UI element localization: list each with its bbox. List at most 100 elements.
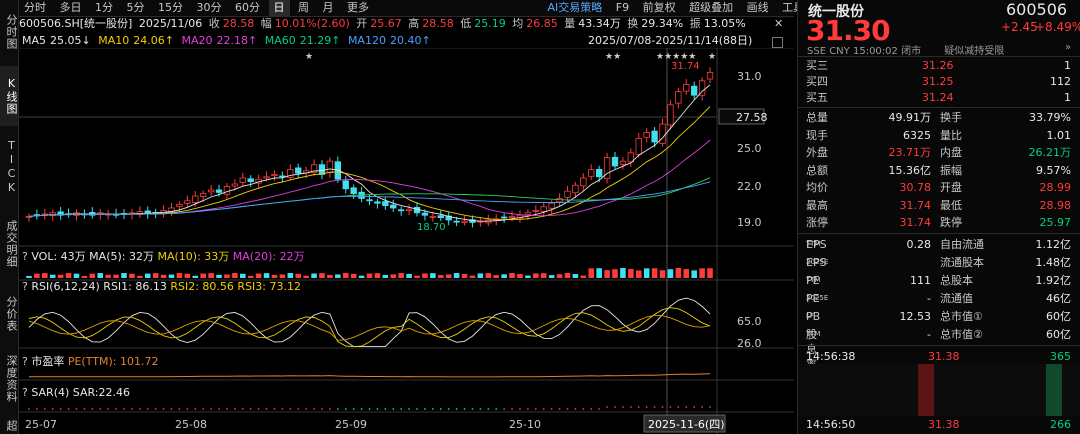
period-1min[interactable]: 1分 [95,1,113,14]
candle-body [215,189,223,193]
period-5min[interactable]: 5分 [126,1,145,14]
volume-bar [105,274,111,278]
volume-bar [651,268,658,278]
sar-dot [226,408,228,410]
ai-strategy-button[interactable]: AI交易策略 [547,1,603,14]
candle-body [461,220,468,223]
restriction-note: 疑似减持受限 [944,46,1005,57]
tab-super[interactable]: 超 [5,420,18,432]
tab-intraday[interactable]: 分时图 [5,14,18,50]
help-icon[interactable]: ? [22,250,32,263]
candle-body [231,183,239,187]
help-icon[interactable]: ? [22,386,32,399]
draw-line-button[interactable]: 画线 [746,1,769,14]
sar-dot [471,408,474,410]
candle-body [532,209,539,212]
period-15min[interactable]: 15分 [158,1,183,14]
sar-dot [138,408,141,410]
volume-bar [287,273,294,278]
vol-ma5: MA(5): 32万 [89,250,154,263]
tab-trade-details[interactable]: 成交明细 [5,220,18,268]
volume-bar [311,273,317,278]
volume-bar [176,273,183,278]
sar-label: SAR(4) [31,386,70,399]
volume-bar [184,273,191,278]
sar-dot [123,408,125,410]
settings-icon[interactable] [772,35,787,49]
sar-dot [131,408,133,410]
period-more[interactable]: 更多 [347,1,369,14]
period-30min[interactable]: 30分 [196,1,222,14]
candle-body [318,164,326,175]
tab-price-table[interactable]: 分价表 [5,296,18,332]
sar-dot [83,408,86,410]
sar-dot [384,408,387,410]
candle-body [382,201,389,206]
sar-dot [67,408,70,410]
candle-body [691,85,698,96]
kline-chart[interactable]: ★ ★★ ★★★★★ ★ 31.0 25.0 22.0 19.0 27.58 3… [19,48,794,434]
period-60min[interactable]: 60分 [235,1,260,14]
restore-button[interactable]: 前复权 [642,1,676,14]
volume-bar [34,273,40,278]
stat-row: 总额 15.36亿 振幅 9.57% [806,163,1071,177]
volume-bar [144,273,151,278]
sar-legend: ? SAR(4) SAR:22.46 [22,386,130,400]
fundamental-row: EPS TTM 0.28 自由流通 1.12亿 [806,238,1071,251]
close-info-icon[interactable]: ✕ [774,17,784,30]
x-tick-label: 25-09 [335,418,367,431]
sar-dot [289,408,292,410]
volume-bar [564,273,571,278]
volume-bar [398,273,404,278]
vol-legend: ? VOL: 43万 MA(5): 32万 MA(10): 33万 MA(20)… [22,250,305,264]
candle-body [398,209,405,212]
f9-button[interactable]: F9 [615,1,630,14]
period-day[interactable]: 日 [268,0,290,16]
sar-value: SAR:22.46 [72,386,130,399]
period-month[interactable]: 月 [322,1,334,14]
period-multiday[interactable]: 多日 [59,1,82,14]
expand-icon[interactable]: » [1065,42,1072,53]
volume-bar [152,273,159,278]
help-icon[interactable]: ? [22,280,32,293]
date-range-label: 2025/07/08-2025/11/14(88日) [588,34,753,47]
fundamental-row: EPS 2025E 流通股本 1.48亿 [806,256,1071,269]
cursor-date-label: 2025-11-6(四) [648,418,725,431]
tab-tick[interactable]: TICK [5,139,18,195]
rsi-legend: ? RSI(6,12,24) RSI1: 86.13 RSI2: 80.56 R… [22,280,301,294]
sar-dot [265,408,268,410]
candle-body [524,212,532,216]
period-toolbar: 分时 多日 1分 5分 15分 30分 60分 日 周 月 更多 AI交易策略 … [19,0,833,17]
pe-legend: ? 市盈率 PE(TTM): 101.72 [22,355,158,369]
sar-dot [241,408,244,410]
sar-dot [218,408,220,410]
overlay-button[interactable]: 超级叠加 [689,1,734,14]
help-icon[interactable]: ? [22,355,32,368]
volume-bar [73,273,80,278]
market-status: 闭市 [901,46,922,57]
stat-row: 现手 6325 量比 1.01 [806,128,1071,142]
candle-body [247,178,254,182]
volume-bar [366,273,373,278]
amplitude-label: 振 [689,17,701,30]
tab-kline[interactable]: K线图 [0,66,18,126]
stat-row: 总量 49.91万 换手 33.79% [806,111,1071,124]
sar-dot [273,408,276,410]
close-value: 28.58 [222,17,255,30]
rsi-line [28,314,711,341]
sar-dot [99,408,102,410]
volume-bar [628,269,634,278]
rsi1-value: RSI1: 86.13 [103,280,167,293]
volume-bar [279,274,286,278]
tab-depth-data[interactable]: 深度资料 [5,355,18,403]
period-intraday[interactable]: 分时 [24,1,46,14]
sar-dot [614,406,616,408]
sar-dot [162,408,165,410]
rsi3-value: RSI3: 73.12 [237,280,301,293]
period-week[interactable]: 周 [298,1,309,14]
sar-dot [606,406,608,408]
sar-dot [35,408,38,410]
turnover-value: 29.34% [641,17,684,30]
sar-dot [590,408,593,410]
volume-bar [580,275,587,278]
